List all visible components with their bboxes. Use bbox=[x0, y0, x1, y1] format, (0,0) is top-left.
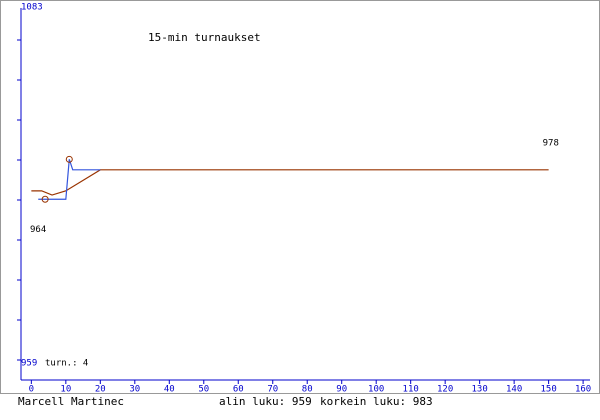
footer-high: korkein luku: 983 bbox=[320, 395, 433, 408]
y-top-label: 1083 bbox=[21, 3, 43, 13]
x-tick-label: 150 bbox=[540, 385, 556, 395]
x-tick-label: 60 bbox=[233, 385, 244, 395]
x-tick-label: 10 bbox=[60, 385, 71, 395]
x-tick-label: 30 bbox=[129, 385, 140, 395]
x-tick-label: 130 bbox=[472, 385, 488, 395]
x-tick-label: 160 bbox=[575, 385, 591, 395]
footer-low: alin luku: 959 bbox=[219, 395, 312, 408]
y-bottom-label: 959 bbox=[21, 359, 37, 369]
series-line bbox=[38, 159, 101, 200]
x-tick-label: 120 bbox=[437, 385, 453, 395]
x-tick-label: 80 bbox=[302, 385, 313, 395]
x-tick-label: 20 bbox=[95, 385, 106, 395]
extreme-marker bbox=[65, 155, 73, 163]
x-tick-label: 50 bbox=[198, 385, 209, 395]
x-tick-label: 140 bbox=[506, 385, 522, 395]
x-tick-label: 70 bbox=[267, 385, 278, 395]
x-tick-label: 40 bbox=[164, 385, 175, 395]
y-minor-ticks bbox=[17, 39, 21, 361]
end-label: 978 bbox=[543, 138, 559, 148]
rounds-label: turn.: 4 bbox=[45, 359, 88, 369]
x-tick-label: 90 bbox=[336, 385, 347, 395]
min-label: 964 bbox=[30, 225, 46, 235]
x-tick-label: 0 bbox=[29, 385, 34, 395]
footer-name: Marcell Martinec bbox=[18, 395, 124, 408]
x-tick-label: 110 bbox=[403, 385, 419, 395]
extreme-marker bbox=[41, 195, 49, 203]
series-line bbox=[31, 169, 549, 196]
chart-title: 15-min turnaukset bbox=[148, 31, 261, 44]
x-tick-label: 100 bbox=[368, 385, 384, 395]
frame bbox=[0, 0, 600, 394]
